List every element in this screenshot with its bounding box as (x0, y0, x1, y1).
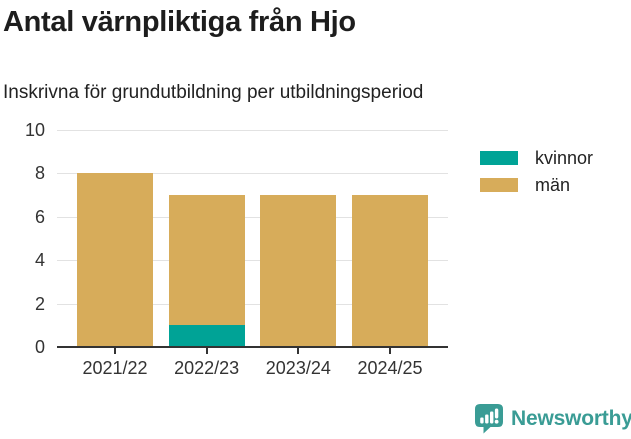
x-tick-label-2022/23: 2022/23 (174, 358, 240, 378)
gridline-y-10 (57, 130, 448, 131)
bar-2022/23 (168, 195, 245, 347)
y-tick-label-10: 10 (24, 120, 45, 140)
y-tick-label-0: 0 (34, 337, 45, 357)
newsworthy-logo-icon (475, 404, 503, 434)
x-tick-2021/22 (114, 348, 116, 354)
gridline-y-8 (57, 173, 448, 175)
bar-segment-män-2022/23 (168, 195, 245, 326)
gridline-y-4 (57, 260, 448, 262)
chart-subtitle: Inskrivna för grundutbildning per utbild… (3, 82, 424, 103)
x-tick-label-2024/25: 2024/25 (357, 358, 423, 378)
legend: kvinnor män (480, 149, 593, 203)
y-tick-label-2: 2 (34, 293, 45, 314)
bar-2023/24 (260, 195, 337, 347)
x-tick-2022/23 (205, 348, 208, 354)
x-tick-2024/25 (389, 348, 391, 354)
y-tick-label-6: 6 (34, 206, 45, 227)
bar-2024/25 (352, 195, 428, 347)
newsworthy-logo-text: Newsworthy (511, 407, 631, 430)
y-tick-label-4: 4 (34, 250, 45, 271)
x-axis-line (57, 346, 448, 348)
plot-area (57, 130, 448, 348)
newsworthy-branding[interactable]: Newsworthy (473, 402, 631, 436)
x-tick-label-2023/24: 2023/24 (265, 358, 331, 378)
bar-segment-kvinnor-2022/23 (168, 325, 245, 347)
bar-segment-män-2024/25 (352, 195, 428, 347)
x-tick-2023/24 (297, 348, 300, 354)
chart-title: Antal värnpliktiga från Hjo (3, 6, 356, 38)
legend-item-kvinnor: kvinnor (480, 149, 593, 167)
legend-swatch-kvinnor (480, 151, 518, 165)
legend-label-kvinnor: kvinnor (535, 148, 594, 168)
gridline-y-6 (57, 216, 448, 218)
legend-label-man: män (535, 175, 571, 195)
bar-2021/22 (77, 173, 153, 347)
legend-item-man: män (480, 176, 593, 194)
y-axis-labels: 0 2 4 6 8 10 (0, 121, 45, 356)
legend-swatch-man (480, 178, 518, 192)
bar-segment-män-2021/22 (77, 173, 153, 347)
x-tick-label-2021/22: 2021/22 (82, 358, 148, 378)
bar-segment-män-2023/24 (260, 195, 337, 347)
y-tick-label-8: 8 (34, 163, 45, 184)
gridline-y-2 (57, 303, 448, 305)
